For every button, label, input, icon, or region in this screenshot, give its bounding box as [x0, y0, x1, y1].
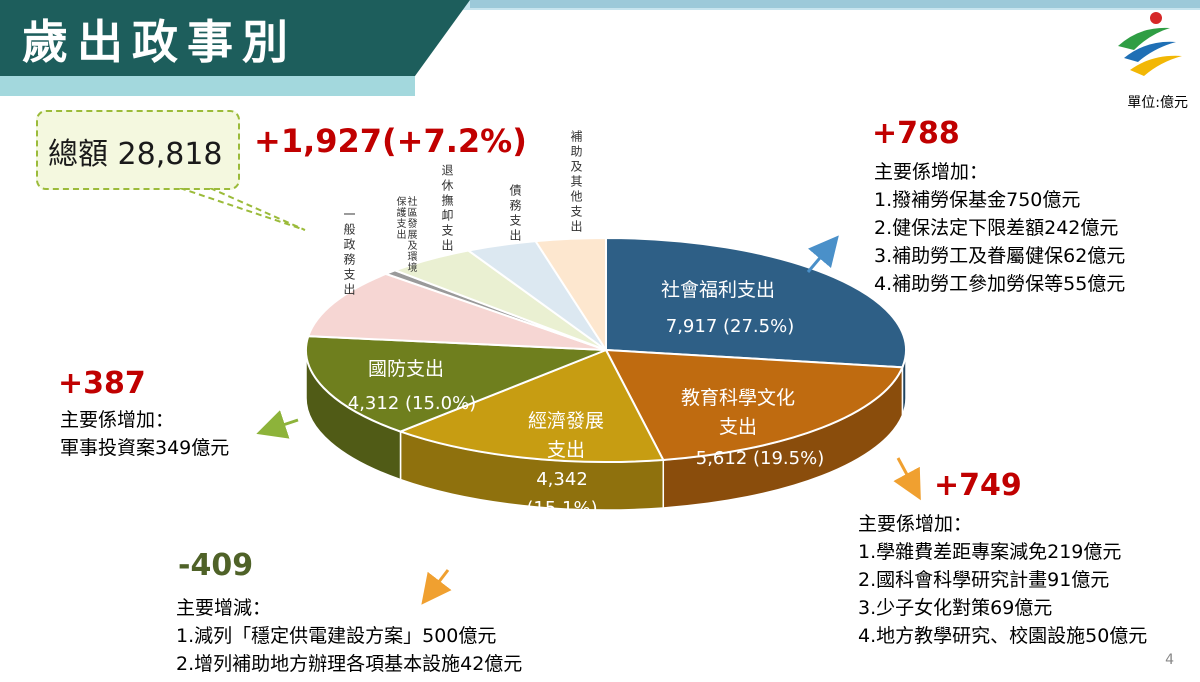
economy-change: -409 [178, 548, 254, 583]
defense-change: +387 [58, 366, 146, 401]
social-item: 1.撥補勞保基金750億元 [874, 189, 1081, 211]
unit-label: 單位:億元 [1127, 95, 1188, 111]
slice-label-subsidy: 補助及其他支出 [569, 130, 583, 235]
education-item: 3.少子女化對策69億元 [858, 597, 1053, 619]
arrow-education [893, 457, 921, 501]
total-change: +1,927(+7.2%) [254, 122, 527, 160]
slice-label-social-name: 社會福利支出 [661, 279, 775, 301]
economy-note: 主要增減： 1.減列「穩定供電建設方案」500億元 2.增列補助地方辦理各項基本… [176, 594, 522, 678]
pie-slice-3 [305, 335, 607, 433]
pie-slice-8 [533, 236, 607, 354]
slice-label-econ-name-1: 經濟發展 [528, 410, 604, 432]
callout-pointer [179, 188, 306, 231]
education-note: 主要係增加： 1.學雜費差距專案減免219億元 2.國科會科學研究計畫91億元 … [858, 510, 1147, 650]
pie-slice-1 [604, 348, 904, 461]
slice-label-econ-value-1: 4,342 [536, 469, 588, 490]
social-item: 2.健保法定下限差額242億元 [874, 217, 1119, 239]
page-title: 歲出政事別 [22, 15, 297, 69]
page-number: 4 [1165, 652, 1174, 668]
education-item: 4.地方教學研究、校園設施50億元 [858, 625, 1148, 647]
pie-slice-2 [397, 348, 665, 463]
arrow-defense [256, 410, 299, 439]
economy-heading: 主要增減： [176, 597, 272, 619]
total-box [36, 110, 240, 190]
title-band [0, 0, 1200, 96]
economy-item: 2.增列補助地方辦理各項基本設施42億元 [176, 653, 523, 675]
logo [1118, 12, 1182, 76]
defense-note: 主要係增加： 軍事投資案349億元 [60, 406, 229, 462]
slice-label-debt: 債務支出 [508, 184, 522, 244]
arrow-economy [421, 569, 452, 605]
slice-label-defense-value: 4,312 (15.0%) [348, 393, 476, 414]
total-amount: 總額 28,818 [48, 137, 223, 172]
slice-label-econ-value-2: (15.1%) [526, 498, 597, 519]
slice-label-edu-value: 5,612 (19.5%) [696, 448, 824, 469]
social-change: +788 [872, 116, 960, 151]
slice-label-social-value: 7,917 (27.5%) [666, 316, 794, 337]
pie-slice-4 [306, 272, 607, 351]
slice-label-retire: 退休撫卹支出 [440, 164, 454, 254]
education-item: 1.學雜費差距專案減免219億元 [858, 541, 1122, 563]
slice-label-econ-name-2: 支出 [547, 439, 585, 461]
slice-label-edu-name-2: 支出 [719, 416, 757, 438]
defense-item: 軍事投資案349億元 [60, 437, 230, 459]
education-change: +749 [934, 468, 1022, 503]
economy-item: 1.減列「穩定供電建設方案」500億元 [176, 625, 497, 647]
slice-label-edu-name-1: 教育科學文化 [681, 387, 795, 409]
education-item: 2.國科會科學研究計畫91億元 [858, 569, 1110, 591]
defense-heading: 主要係增加： [60, 409, 175, 431]
social-item: 4.補助勞工參加勞保等55億元 [874, 273, 1126, 295]
social-heading: 主要係增加： [874, 161, 989, 183]
slice-label-community: 社區發展及環境保護支出 [394, 196, 416, 273]
social-item: 3.補助勞工及眷屬健保62億元 [874, 245, 1126, 267]
education-heading: 主要係增加： [858, 513, 973, 535]
arrow-social [806, 235, 839, 273]
slice-label-defense-name: 國防支出 [368, 358, 444, 380]
pie-slice-0 [605, 236, 907, 369]
slice-label-general: 一般政務支出 [342, 208, 356, 298]
social-note: 主要係增加： 1.撥補勞保基金750億元 2.健保法定下限差額242億元 3.補… [874, 158, 1125, 298]
